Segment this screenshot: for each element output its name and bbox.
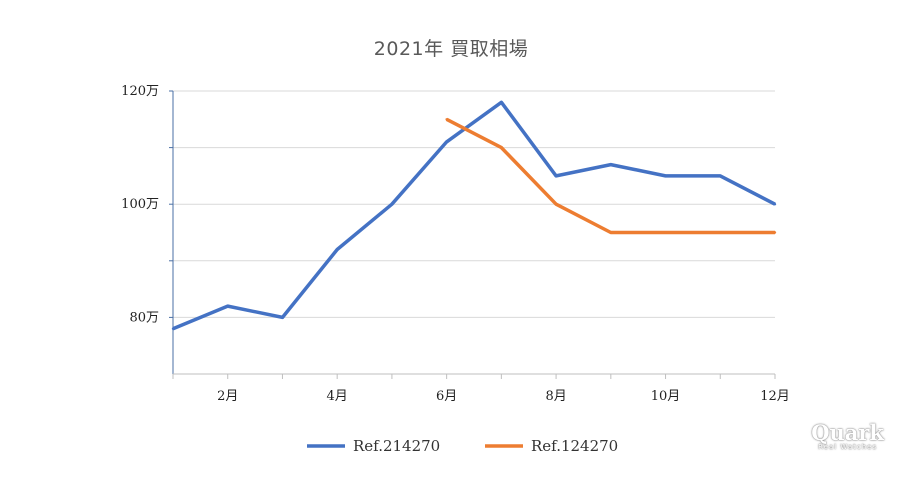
data-point — [664, 231, 667, 234]
data-point — [609, 231, 613, 234]
data-point — [664, 174, 667, 178]
data-point — [335, 248, 339, 251]
series-line-1 — [172, 100, 776, 331]
y-tick-label: 100万 — [121, 197, 159, 212]
gridlines — [173, 90, 775, 318]
data-point — [719, 231, 722, 234]
data-point — [773, 203, 777, 206]
data-point — [554, 174, 558, 178]
x-tick-label: 6月 — [436, 389, 457, 404]
axes: 80万 100万 120万 2月 4月 6月 8月 10月 12月 — [121, 84, 790, 404]
x-tick-label: 12月 — [760, 389, 790, 404]
data-point — [609, 163, 613, 166]
watermark-subtitle: Real Watches — [818, 443, 878, 451]
x-tick-label: 2月 — [217, 389, 238, 404]
data-point — [281, 316, 284, 319]
series-lines — [171, 100, 777, 331]
x-tick-label: 8月 — [545, 389, 566, 404]
y-tick-label: 80万 — [129, 310, 159, 325]
watermark-logo: Quark Real Watches — [811, 420, 884, 452]
watermark-brand: Quark — [811, 420, 884, 445]
data-point — [500, 101, 503, 104]
legend-label: Ref.214270 — [353, 437, 440, 455]
data-point — [445, 140, 448, 144]
data-point — [500, 146, 503, 149]
data-point — [554, 203, 558, 206]
y-tick-label: 120万 — [121, 84, 159, 99]
data-point — [226, 304, 229, 308]
data-point — [445, 118, 448, 121]
series-line-2 — [445, 117, 775, 235]
data-point — [171, 327, 175, 330]
data-point — [390, 203, 394, 206]
data-point — [719, 174, 722, 178]
data-point — [773, 231, 777, 234]
x-tick-label: 4月 — [327, 389, 348, 404]
legend-label: Ref.124270 — [531, 437, 618, 455]
x-tick-label: 10月 — [651, 389, 681, 404]
chart-title: 2021年 買取相場 — [373, 38, 529, 60]
legend: Ref.214270 Ref.124270 — [307, 437, 618, 455]
